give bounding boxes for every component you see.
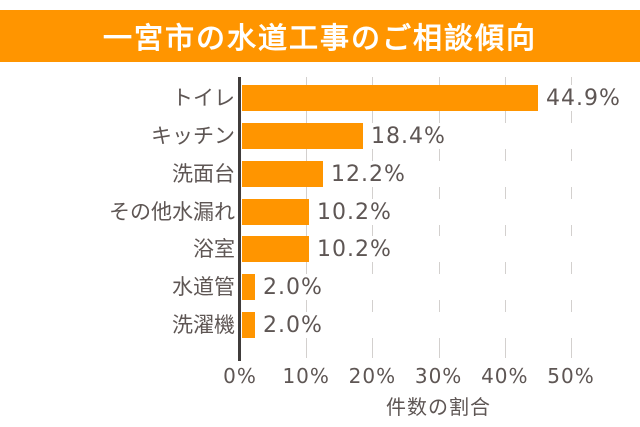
category-label: 浴室 xyxy=(193,237,235,261)
bar-キッチン xyxy=(242,123,363,149)
bar-浴室 xyxy=(242,236,309,262)
x-tick-label: 50% xyxy=(547,364,595,388)
category-label: 水道管 xyxy=(172,275,235,299)
bar-洗面台 xyxy=(242,161,323,187)
value-label: 10.2% xyxy=(317,237,392,262)
x-tick-label: 30% xyxy=(414,364,463,388)
value-label: 2.0% xyxy=(263,275,323,300)
value-label: 10.2% xyxy=(317,200,392,225)
value-label: 18.4% xyxy=(371,124,446,149)
bar-水道管 xyxy=(242,274,255,300)
x-axis-title: 件数の割合 xyxy=(386,395,491,419)
y-axis-line xyxy=(238,77,241,361)
value-label: 44.9% xyxy=(546,86,621,111)
bar-洗濯機 xyxy=(242,312,255,338)
bar-その他水漏れ xyxy=(242,199,309,225)
x-tick-label: 0% xyxy=(223,364,257,388)
chart-title: 一宮市の水道工事のご相談傾向 xyxy=(102,21,537,55)
row-band xyxy=(241,312,638,338)
value-label: 12.2% xyxy=(331,162,406,187)
chart-title-banner: 一宮市の水道工事のご相談傾向 xyxy=(0,10,640,62)
x-tick-label: 10% xyxy=(282,364,330,388)
category-label: トイレ xyxy=(172,86,235,110)
category-label: 洗面台 xyxy=(172,162,235,186)
bar-トイレ xyxy=(242,85,538,111)
row-band xyxy=(241,274,638,300)
bar-chart: トイレキッチン洗面台その他水漏れ浴室水道管洗濯機 44.9% 18.4% 12.2%… xyxy=(0,62,640,427)
category-label: その他水漏れ xyxy=(109,200,235,224)
value-label: 2.0% xyxy=(263,313,323,338)
category-label: キッチン xyxy=(151,124,235,148)
x-tick-label: 40% xyxy=(481,364,529,388)
category-label: 洗濯機 xyxy=(172,313,235,337)
x-tick-label: 20% xyxy=(348,364,397,388)
